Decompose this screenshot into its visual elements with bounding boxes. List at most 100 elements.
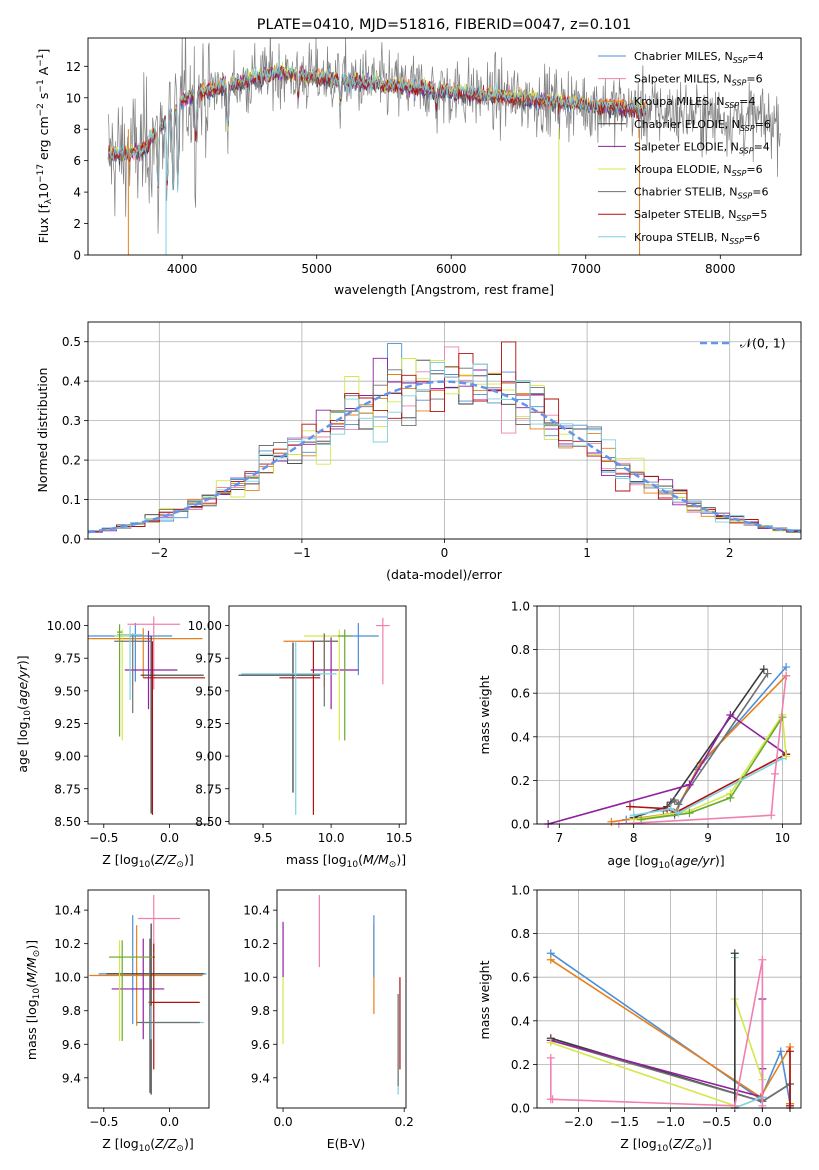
weight-line xyxy=(547,713,787,824)
x-tick-label: 9 xyxy=(704,831,712,845)
residuals-x-label: (data-model)/error xyxy=(386,567,503,582)
axes-frame xyxy=(276,889,407,1109)
legend-label: Salpeter MILES, NSSP=6 xyxy=(634,73,763,88)
legend-label: Salpeter STELIB, NSSP=5 xyxy=(634,208,767,223)
x-tick-label: 0.0 xyxy=(160,831,179,845)
age-z-x-label: Z [log10(Z/Z⊙)] xyxy=(102,852,193,870)
y-tick-label: 0.4 xyxy=(511,1014,530,1028)
weight-line xyxy=(550,952,791,1104)
y-tick-label: 9.8 xyxy=(62,1004,81,1018)
x-tick-label: 6000 xyxy=(436,262,467,276)
axes-4: 9.5 10.0 10.5 8.50 8.75 9.00 9.25 9.50 9.75 10.00 xyxy=(188,605,413,845)
weight-marker xyxy=(629,811,638,820)
legend-label: Kroupa STELIB, NSSP=6 xyxy=(634,231,760,246)
y-tick-label: 8.75 xyxy=(195,782,222,796)
y-tick-label: 4 xyxy=(73,186,81,200)
y-tick-label: 6 xyxy=(73,154,81,168)
weight-marker xyxy=(726,711,735,719)
residuals-y-label: Normed distribution xyxy=(35,368,50,493)
histogram-step-line xyxy=(88,346,801,533)
y-tick-label: 0.2 xyxy=(511,774,530,788)
spectrum-legend: Chabrier MILES, NSSP=4 Salpeter MILES, NS… xyxy=(598,50,771,246)
y-tick-label: 10.00 xyxy=(188,619,222,633)
x-tick-label: −0.5 xyxy=(89,831,118,845)
weight-marker xyxy=(546,1038,555,1047)
y-tick-label: 9.8 xyxy=(251,1004,270,1018)
y-tick-label: 0.6 xyxy=(511,971,530,985)
y-tick-label: 1.0 xyxy=(511,884,530,898)
y-tick-label: 9.75 xyxy=(54,652,81,666)
y-tick-label: 0.6 xyxy=(511,687,530,701)
y-tick-label: 1.0 xyxy=(511,600,530,614)
weight-marker xyxy=(730,949,739,958)
axes-frame xyxy=(87,889,210,1109)
weight-marker xyxy=(770,769,779,778)
x-tick-label: 5000 xyxy=(301,262,332,276)
x-tick-label: 0 xyxy=(441,546,449,560)
weight-marker xyxy=(763,669,772,678)
age-mass-x-label: mass [log10(M/M⊙)] xyxy=(286,852,406,870)
weight-marker xyxy=(782,663,791,672)
y-tick-label: 10.4 xyxy=(54,904,81,918)
y-tick-label: 0 xyxy=(73,249,81,263)
weight-marker xyxy=(767,811,776,820)
y-tick-label: 0.1 xyxy=(62,493,81,507)
y-tick-label: 2 xyxy=(73,217,81,231)
weight-marker xyxy=(548,1095,557,1104)
y-tick-label: 9.4 xyxy=(62,1071,81,1085)
x-tick-label: 0.2 xyxy=(395,1115,414,1129)
weight-z-x-label: Z [log10(Z/Z⊙)] xyxy=(620,1136,711,1154)
y-tick-label: 0.4 xyxy=(62,375,81,389)
x-tick-label: 0.0 xyxy=(753,1115,772,1129)
x-tick-label: −2 xyxy=(150,546,168,560)
x-tick-label: −1.5 xyxy=(610,1115,639,1129)
axes-2: −2 −1 0 1 2 0.0 0.1 0.2 0.3 0.4 0.5 xyxy=(62,321,802,560)
legend-label: Chabrier ELODIE, NSSP=6 xyxy=(634,118,771,133)
y-tick-label: 0.3 xyxy=(62,414,81,428)
axes-6: −0.5 0.0 9.4 9.6 9.8 10.0 10.2 10.4 xyxy=(54,889,210,1129)
y-tick-label: 9.6 xyxy=(251,1038,270,1052)
y-tick-label: 8.75 xyxy=(54,782,81,796)
weight-marker xyxy=(674,809,683,818)
axes-frame xyxy=(536,605,802,825)
normal-curve-line xyxy=(87,380,802,534)
axes-3: −0.5 0.0 8.50 8.75 9.00 9.25 9.50 9.75 10.00 xyxy=(47,605,210,845)
y-tick-label: 0.0 xyxy=(62,533,81,547)
x-tick-label: 8000 xyxy=(705,262,736,276)
weight-marker xyxy=(730,1101,739,1110)
x-tick-label: 9.5 xyxy=(253,831,272,845)
y-tick-label: 0.2 xyxy=(511,1058,530,1072)
legend-label: Kroupa ELODIE, NSSP=6 xyxy=(634,163,763,178)
y-tick-label: 9.50 xyxy=(195,684,222,698)
weight-line xyxy=(662,673,769,812)
y-tick-label: 9.50 xyxy=(54,684,81,698)
weight-marker xyxy=(785,1047,794,1056)
y-tick-label: 10 xyxy=(66,91,81,105)
x-tick-label: 8 xyxy=(630,831,638,845)
y-tick-label: 8.50 xyxy=(195,815,222,829)
x-tick-label: −0.5 xyxy=(702,1115,731,1129)
axes-frame xyxy=(536,889,802,1109)
mass-z-x-label: Z [log10(Z/Z⊙)] xyxy=(102,1136,193,1154)
y-tick-label: 9.00 xyxy=(195,750,222,764)
y-tick-label: 10.2 xyxy=(243,937,270,951)
weight-age-x-label: age [log10(age/yr)] xyxy=(607,853,724,871)
weight-line xyxy=(633,757,783,817)
spectrum-x-label: wavelength [Angstrom, rest frame] xyxy=(334,282,554,297)
weight-marker xyxy=(546,955,555,964)
axes-7: 0.0 0.2 9.4 9.6 9.8 10.0 10.2 10.4 xyxy=(243,889,414,1129)
weight-line xyxy=(550,959,764,1107)
weight-z-y-label: mass weight xyxy=(477,960,492,1039)
y-tick-label: 0.0 xyxy=(511,1102,530,1116)
weight-line xyxy=(618,675,787,824)
weight-marker xyxy=(666,804,675,813)
x-tick-label: 7000 xyxy=(570,262,601,276)
weight-age-y-label: mass weight xyxy=(477,675,492,754)
weight-marker xyxy=(674,800,683,809)
weight-marker xyxy=(685,809,694,818)
y-tick-label: 9.25 xyxy=(195,717,222,731)
x-tick-label: 10 xyxy=(775,831,790,845)
spectrum-model-line xyxy=(107,66,647,191)
